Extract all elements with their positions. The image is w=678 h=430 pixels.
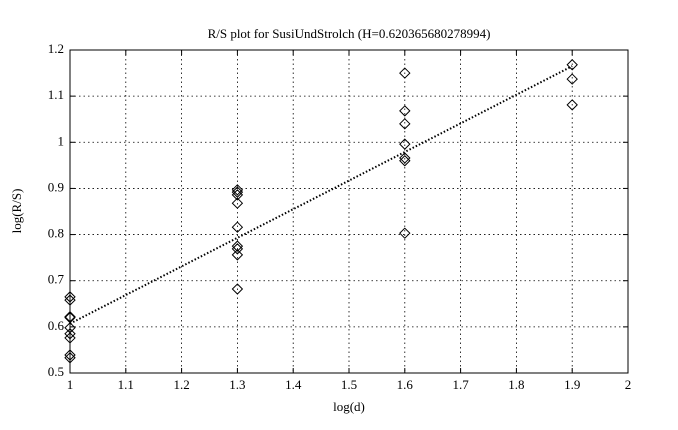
x-tick-label: 1.3 xyxy=(229,377,245,392)
x-tick-label: 1 xyxy=(67,377,74,392)
x-axis-label: log(d) xyxy=(333,399,365,414)
x-tick-label: 1.5 xyxy=(341,377,357,392)
y-axis-label: log(R/S) xyxy=(9,189,24,234)
y-tick-label: 0.6 xyxy=(48,318,65,333)
data-point xyxy=(399,105,411,117)
x-tick-label: 1.7 xyxy=(452,377,469,392)
data-point xyxy=(566,59,578,71)
y-tick-label: 1.1 xyxy=(48,87,64,102)
data-point xyxy=(64,352,76,364)
chart-title: R/S plot for SusiUndStrolch (H=0.6203656… xyxy=(208,26,491,41)
data-point xyxy=(399,152,411,164)
data-point xyxy=(231,221,244,233)
data-point xyxy=(231,240,244,252)
data-point xyxy=(64,294,76,306)
data-point xyxy=(64,349,76,361)
y-tick-label: 0.7 xyxy=(48,272,65,287)
data-point xyxy=(64,291,76,303)
x-tick-label: 2 xyxy=(625,377,632,392)
data-point xyxy=(566,73,578,85)
y-tick-label: 1 xyxy=(58,133,65,148)
data-point xyxy=(231,243,244,255)
x-tick-label: 1.6 xyxy=(397,377,414,392)
y-tick-label: 1.2 xyxy=(48,41,64,56)
data-point xyxy=(399,138,411,150)
data-point xyxy=(566,99,578,111)
data-point xyxy=(231,249,244,261)
data-point xyxy=(231,189,244,201)
data-point xyxy=(399,155,411,167)
data-point xyxy=(64,328,76,340)
x-tick-label: 1.9 xyxy=(564,377,580,392)
data-point xyxy=(399,227,411,239)
x-tick-label: 1.8 xyxy=(508,377,524,392)
data-point xyxy=(64,310,76,323)
x-tick-label: 1.4 xyxy=(285,377,302,392)
data-point xyxy=(399,118,411,130)
data-point xyxy=(231,197,244,209)
y-tick-label: 0.5 xyxy=(48,364,64,379)
data-point xyxy=(231,184,244,196)
fit-line xyxy=(69,65,573,325)
data-point xyxy=(64,332,76,344)
data-point xyxy=(399,67,411,79)
y-tick-label: 0.8 xyxy=(48,226,64,241)
data-point xyxy=(231,186,244,198)
y-tick-label: 0.9 xyxy=(48,179,64,194)
x-tick-label: 1.2 xyxy=(173,377,189,392)
data-point xyxy=(231,283,244,295)
x-tick-label: 1.1 xyxy=(118,377,134,392)
